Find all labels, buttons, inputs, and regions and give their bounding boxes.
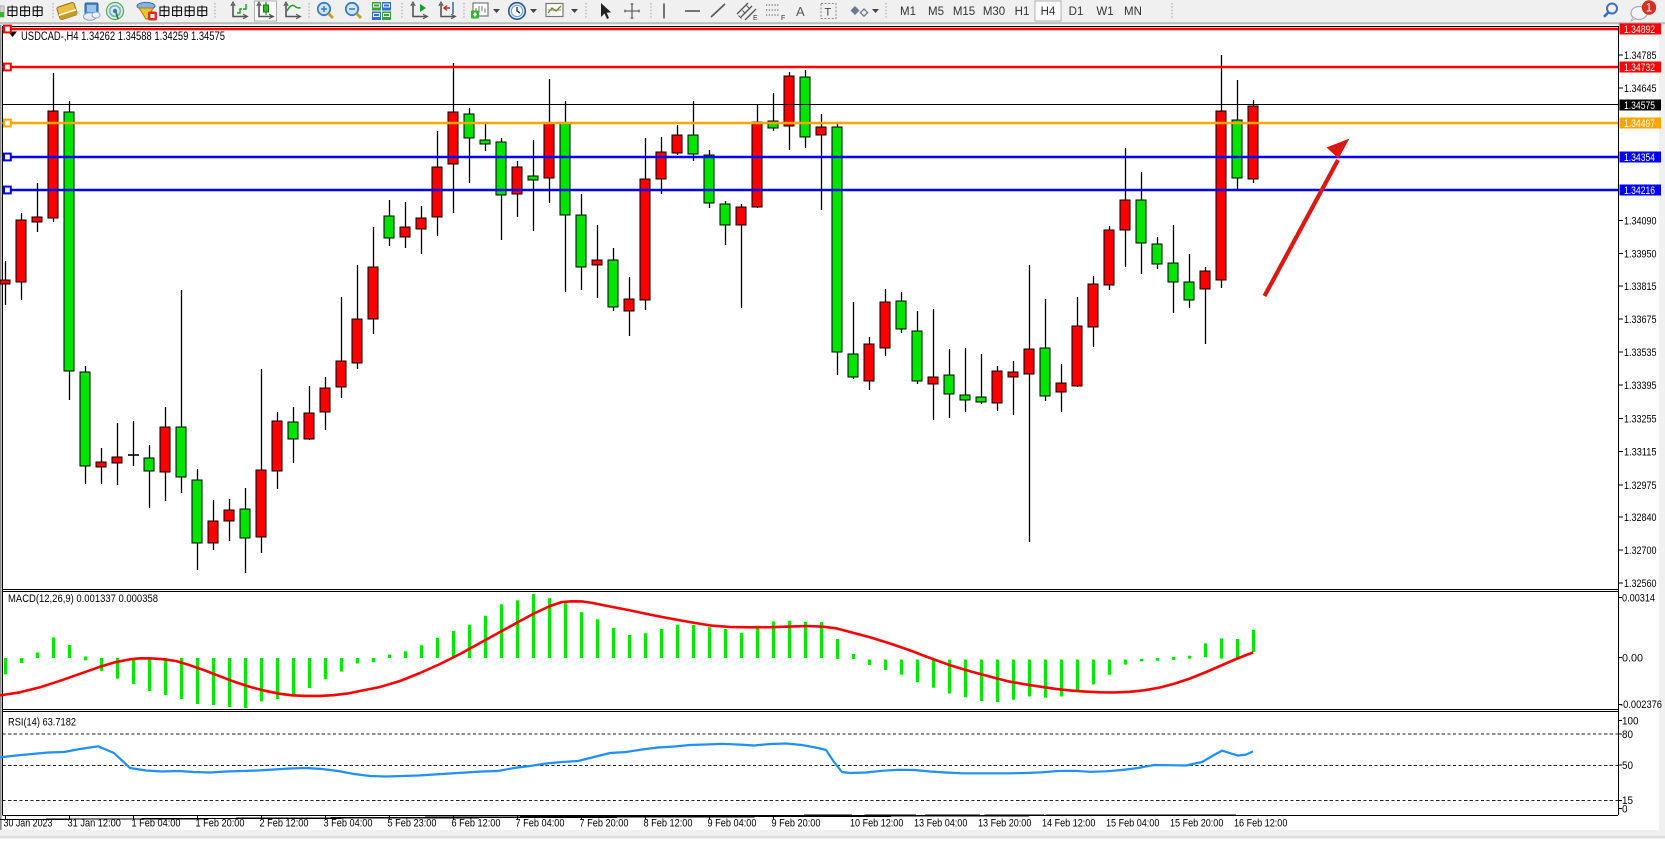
svg-text:RSI(14) 63.7182: RSI(14) 63.7182 [8, 717, 76, 729]
svg-text:0.00: 0.00 [1622, 652, 1643, 664]
svg-text:7 Feb 04:00: 7 Feb 04:00 [516, 818, 565, 830]
svg-text:M5: M5 [928, 6, 944, 18]
svg-text:0: 0 [1622, 803, 1628, 815]
svg-text:1.33675: 1.33675 [1624, 314, 1657, 326]
svg-text:1.33950: 1.33950 [1624, 248, 1657, 260]
svg-text:T: T [825, 7, 832, 19]
svg-text:-0.002376: -0.002376 [1620, 699, 1662, 711]
svg-text:M1: M1 [900, 6, 916, 18]
svg-text:0.00314: 0.00314 [1622, 592, 1655, 604]
svg-text:3 Feb 04:00: 3 Feb 04:00 [324, 818, 373, 830]
svg-text:1.34354: 1.34354 [1624, 152, 1655, 164]
svg-text:1.32840: 1.32840 [1624, 512, 1657, 524]
svg-text:1.34090: 1.34090 [1624, 215, 1657, 227]
svg-text:9 Feb 20:00: 9 Feb 20:00 [772, 818, 821, 830]
svg-text:1.34892: 1.34892 [1624, 24, 1655, 36]
svg-text:1 Feb 20:00: 1 Feb 20:00 [196, 818, 245, 830]
svg-text:E: E [753, 15, 758, 22]
svg-text:9 Feb 04:00: 9 Feb 04:00 [708, 818, 757, 830]
svg-text:1.33395: 1.33395 [1624, 380, 1657, 392]
svg-text:1.34645: 1.34645 [1624, 83, 1657, 95]
svg-text:USDCAD-,H4 1.34262 1.34588 1.: USDCAD-,H4 1.34262 1.34588 1.34259 1.345… [21, 31, 225, 43]
svg-text:7 Feb 20:00: 7 Feb 20:00 [580, 818, 629, 830]
svg-text:M15: M15 [953, 6, 975, 18]
svg-text:MACD(12,26,9) 0.001337 0.00035: MACD(12,26,9) 0.001337 0.000358 [8, 593, 158, 605]
svg-text:15 Feb 20:00: 15 Feb 20:00 [1170, 818, 1223, 830]
svg-text:1.34575: 1.34575 [1624, 100, 1655, 112]
svg-text:5 Feb 23:00: 5 Feb 23:00 [388, 818, 437, 830]
svg-text:1.34785: 1.34785 [1624, 50, 1657, 62]
svg-text:W1: W1 [1096, 6, 1113, 18]
svg-text:H1: H1 [1015, 6, 1030, 18]
svg-text:A: A [796, 4, 805, 19]
svg-text:2 Feb 12:00: 2 Feb 12:00 [260, 818, 309, 830]
svg-text:1.34216: 1.34216 [1624, 185, 1655, 197]
svg-text:31 Jan 12:00: 31 Jan 12:00 [68, 818, 121, 830]
svg-text:100: 100 [1622, 715, 1639, 727]
svg-text:1.32560: 1.32560 [1624, 578, 1657, 590]
svg-text:15: 15 [1622, 795, 1633, 807]
svg-text:50: 50 [1622, 760, 1633, 772]
svg-text:10 Feb 12:00: 10 Feb 12:00 [850, 818, 903, 830]
svg-text:MN: MN [1124, 6, 1142, 18]
svg-text:M30: M30 [983, 6, 1005, 18]
svg-text:13 Feb 04:00: 13 Feb 04:00 [914, 818, 967, 830]
svg-text:15 Feb 04:00: 15 Feb 04:00 [1106, 818, 1159, 830]
svg-text:1.32975: 1.32975 [1624, 480, 1657, 492]
svg-text:1 Feb 04:00: 1 Feb 04:00 [132, 818, 181, 830]
svg-text:F: F [781, 15, 785, 22]
svg-text:1.34497: 1.34497 [1624, 118, 1655, 130]
svg-text:1.32700: 1.32700 [1624, 545, 1657, 557]
svg-text:16 Feb 12:00: 16 Feb 12:00 [1234, 818, 1287, 830]
svg-text:80: 80 [1622, 729, 1633, 741]
svg-text:6 Feb 12:00: 6 Feb 12:00 [452, 818, 501, 830]
svg-text:1.33535: 1.33535 [1624, 347, 1657, 359]
svg-text:14 Feb 12:00: 14 Feb 12:00 [1042, 818, 1095, 830]
svg-text:1.33115: 1.33115 [1624, 446, 1657, 458]
svg-text:1.33815: 1.33815 [1624, 281, 1657, 293]
svg-text:D1: D1 [1069, 6, 1084, 18]
svg-text:30 Jan 2023: 30 Jan 2023 [4, 818, 53, 830]
svg-text:H4: H4 [1041, 6, 1056, 18]
svg-text:1.34732: 1.34732 [1624, 62, 1655, 74]
svg-text:8 Feb 12:00: 8 Feb 12:00 [644, 818, 693, 830]
svg-text:1.33255: 1.33255 [1624, 413, 1657, 425]
svg-text:1: 1 [1646, 3, 1652, 15]
svg-text:13 Feb 20:00: 13 Feb 20:00 [978, 818, 1031, 830]
